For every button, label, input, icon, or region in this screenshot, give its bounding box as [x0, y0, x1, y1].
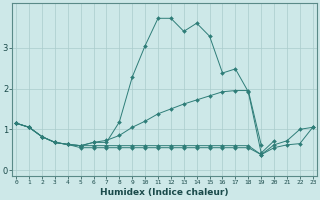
- X-axis label: Humidex (Indice chaleur): Humidex (Indice chaleur): [100, 188, 229, 197]
